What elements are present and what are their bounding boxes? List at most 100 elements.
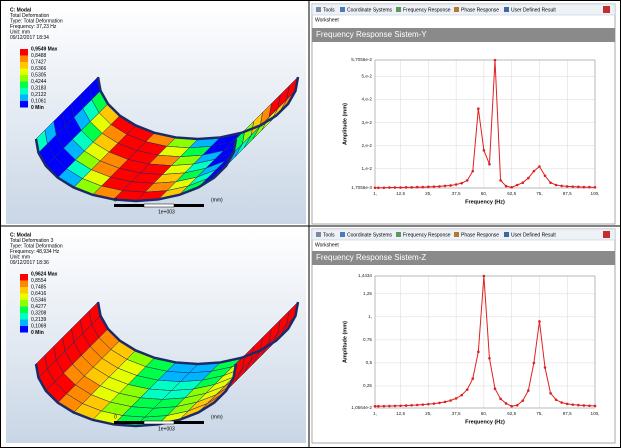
toolbar-button[interactable]: Phase Response xyxy=(461,7,499,13)
data-point xyxy=(543,174,547,178)
legend-swatch xyxy=(20,287,28,294)
y-tick-label: 0,75 xyxy=(363,337,372,342)
data-point xyxy=(377,404,380,408)
toolbar xyxy=(311,3,616,16)
toolbar-icon xyxy=(396,7,401,12)
toolbar-icon xyxy=(454,232,459,237)
rim xyxy=(96,76,300,141)
toolbar-button[interactable]: Tools xyxy=(323,7,335,13)
data-point xyxy=(410,186,413,189)
legend-label: 0,2139 xyxy=(31,317,47,323)
legend-label: 0,5305 xyxy=(31,72,47,78)
model-header: Type: Total Deformation xyxy=(10,243,63,249)
data-point xyxy=(477,350,480,354)
data-point xyxy=(527,176,530,180)
x-tick-label: 12,5 xyxy=(396,411,405,416)
scale-bar xyxy=(114,204,144,207)
toolbar-button[interactable]: User Defined Result xyxy=(511,7,556,13)
data-point xyxy=(488,162,491,166)
toolbar-icon xyxy=(340,7,345,12)
scale-bar xyxy=(114,421,144,424)
toolbar-button[interactable]: User Defined Result xyxy=(511,232,556,238)
legend-label: 0,8488 xyxy=(31,53,47,59)
toolbar-button[interactable]: Frequency Response xyxy=(403,232,451,238)
data-point xyxy=(577,403,580,407)
data-point xyxy=(404,186,408,189)
legend-swatch xyxy=(20,62,28,69)
x-tick-label: 12,5 xyxy=(396,191,405,196)
legend-label: 0,9549 Max xyxy=(31,46,58,52)
legend-label: 0,8554 xyxy=(31,278,47,284)
data-point xyxy=(421,403,425,406)
data-point xyxy=(415,403,419,407)
data-point xyxy=(399,404,402,408)
scale-label: 1e+003 xyxy=(158,426,175,432)
y-axis-label: Amplitude (mm) xyxy=(342,103,348,145)
scale-label: (mm) xyxy=(211,414,223,420)
legend-label: 0 Min xyxy=(31,330,44,336)
data-point xyxy=(454,183,458,186)
legend-swatch xyxy=(20,75,28,82)
data-point xyxy=(499,397,502,401)
rim xyxy=(34,138,238,203)
legend-label: 0,7485 xyxy=(31,284,47,290)
model-header: Frequency: 48,934 Hz xyxy=(10,249,60,255)
toolbar-button[interactable]: Phase Response xyxy=(461,232,499,238)
data-point xyxy=(477,107,480,110)
data-point xyxy=(582,404,586,407)
legend-swatch xyxy=(20,49,28,56)
data-point xyxy=(393,186,397,189)
data-point xyxy=(432,402,436,405)
chart-title: Frequency Response Sistem-Y xyxy=(316,30,427,39)
rim xyxy=(96,301,300,366)
data-point xyxy=(588,185,591,189)
data-point xyxy=(438,401,441,405)
data-point xyxy=(593,186,597,189)
legend-swatch xyxy=(20,101,28,108)
toolbar-icon xyxy=(340,232,345,237)
scale-bar xyxy=(143,420,175,425)
data-point xyxy=(560,401,563,404)
tab-label[interactable]: Worksheet xyxy=(315,17,339,23)
data-point xyxy=(404,404,408,407)
model-header: C: Modal xyxy=(10,7,32,13)
model-header: 09/12/2017 18:36 xyxy=(10,260,49,266)
data-point xyxy=(443,184,447,188)
toolbar-button[interactable]: Tools xyxy=(323,232,335,238)
toolbar-button[interactable]: Coordinate Systems xyxy=(347,232,393,238)
model-header: C: Modal xyxy=(10,232,32,238)
legend-swatch xyxy=(20,313,28,320)
data-point xyxy=(410,403,413,407)
legend-label: 0,6416 xyxy=(31,291,47,297)
legend-swatch xyxy=(20,319,28,326)
data-point xyxy=(449,184,452,187)
x-tick-label: 100, xyxy=(591,191,600,196)
model-header: Type: Total Deformation xyxy=(10,18,63,24)
data-point xyxy=(554,183,558,187)
data-point xyxy=(549,392,552,395)
x-axis-label: Frequency (Hz) xyxy=(465,199,505,205)
scale-label: 1e+003 xyxy=(158,209,175,215)
data-point xyxy=(454,397,458,400)
data-point xyxy=(388,404,391,408)
data-point xyxy=(388,186,391,189)
data-point xyxy=(549,181,552,184)
tab-label[interactable]: Worksheet xyxy=(315,242,339,248)
data-point xyxy=(488,357,491,360)
toolbar-button[interactable]: Frequency Response xyxy=(403,7,451,13)
model-header: Total Deformation xyxy=(10,13,49,19)
data-point xyxy=(438,185,441,188)
x-tick-label: 62,5 xyxy=(507,411,516,416)
data-point xyxy=(493,387,497,391)
data-point xyxy=(449,399,452,402)
data-point xyxy=(521,399,525,402)
legend-label: 0,2122 xyxy=(31,92,47,98)
toolbar-button[interactable]: Coordinate Systems xyxy=(347,7,393,13)
data-point xyxy=(504,184,508,188)
model-header: Unit: mm xyxy=(10,29,30,35)
data-point xyxy=(421,185,425,189)
legend-swatch xyxy=(20,68,28,75)
x-tick-label: 87,5 xyxy=(563,191,572,196)
legend-label: 0,5346 xyxy=(31,297,47,303)
data-point xyxy=(471,377,475,380)
